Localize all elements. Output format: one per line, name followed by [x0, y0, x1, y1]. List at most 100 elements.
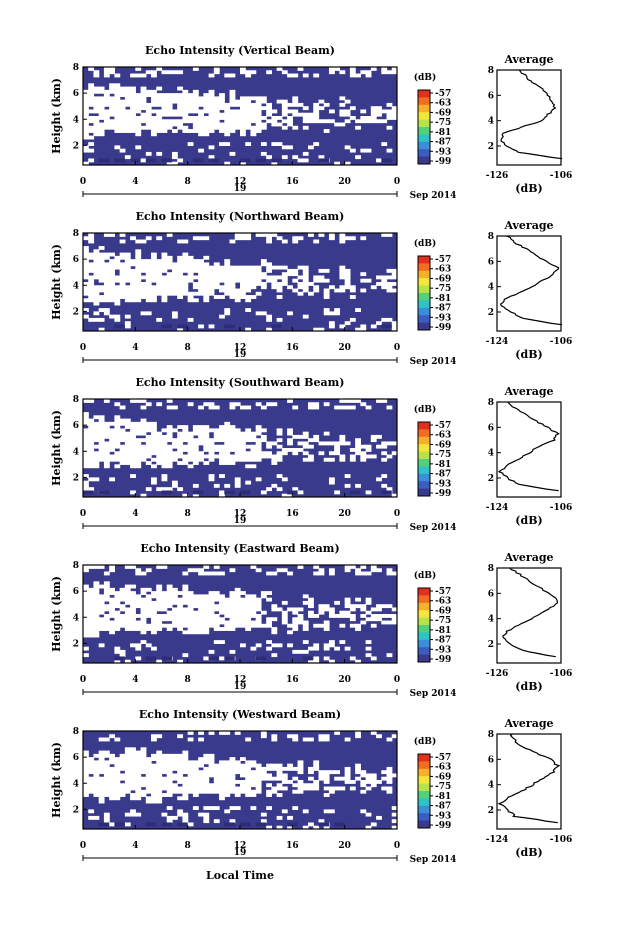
colorbar-tick-label: -63	[435, 99, 451, 109]
no-data-cell	[250, 285, 257, 290]
no-data-cell	[302, 285, 309, 290]
y-tick-label: 8	[73, 727, 79, 737]
no-data-cell	[93, 255, 100, 260]
no-data-cell	[229, 265, 236, 270]
no-data-cell	[198, 116, 204, 120]
no-data-cell	[297, 565, 304, 569]
no-data-cell	[281, 766, 288, 771]
no-data-cell	[109, 262, 115, 267]
no-data-cell	[229, 610, 236, 615]
no-data-cell	[103, 587, 110, 592]
no-data-cell	[313, 405, 320, 410]
no-data-cell	[135, 789, 142, 794]
no-data-cell	[182, 275, 189, 280]
no-data-cell	[119, 86, 126, 91]
no-data-cell	[245, 607, 252, 612]
no-data-cell	[156, 760, 163, 765]
no-data-cell	[156, 487, 163, 492]
average-title: Average	[503, 385, 553, 398]
colorbar-tick-label: -75	[435, 450, 451, 460]
no-data-cell	[140, 285, 147, 290]
no-data-cell	[103, 425, 110, 429]
no-data-cell	[130, 627, 136, 631]
avg-y-tick-label: 8	[488, 730, 494, 740]
no-data-cell	[271, 643, 278, 648]
no-data-cell	[297, 112, 304, 117]
no-data-cell	[308, 783, 314, 788]
no-data-cell	[88, 282, 95, 286]
no-data-cell	[98, 259, 105, 263]
no-data-cell	[250, 275, 257, 280]
date-label: Sep 2014	[410, 689, 457, 699]
no-data-cell	[271, 122, 278, 127]
intensity-streak	[240, 158, 251, 163]
no-data-cell	[140, 425, 147, 429]
colorbar-tick-label: -81	[435, 626, 451, 636]
no-data-cell	[83, 428, 89, 433]
no-data-cell	[140, 640, 147, 644]
no-data-cell	[266, 314, 272, 319]
y-tick-label: 4	[73, 281, 79, 291]
no-data-cell	[83, 441, 89, 446]
no-data-cell	[224, 285, 231, 290]
no-data-cell	[208, 102, 215, 107]
no-data-cell	[334, 451, 341, 456]
no-data-cell	[171, 815, 178, 820]
no-data-cell	[93, 789, 100, 794]
no-data-cell	[381, 457, 388, 462]
no-data-cell	[260, 770, 267, 775]
no-data-cell	[119, 129, 126, 133]
no-data-cell	[213, 783, 220, 788]
no-data-cell	[135, 272, 142, 277]
no-data-cell	[334, 311, 341, 316]
colorbar-tick-label: -93	[435, 645, 451, 655]
no-data-cell	[271, 119, 278, 124]
no-data-cell	[130, 295, 136, 299]
no-data-cell	[119, 757, 126, 761]
no-data-cell	[381, 620, 388, 625]
no-data-cell	[229, 278, 236, 283]
no-data-cell	[93, 129, 100, 133]
no-data-cell	[323, 627, 330, 631]
no-data-cell	[145, 119, 152, 124]
colorbar-swatch	[418, 617, 430, 626]
no-data-cell	[266, 119, 272, 124]
no-data-cell	[365, 776, 372, 781]
no-data-cell	[119, 434, 126, 439]
no-data-cell	[156, 288, 163, 293]
no-data-cell	[339, 96, 346, 101]
no-data-cell	[171, 405, 178, 410]
no-data-cell	[328, 571, 335, 576]
no-data-cell	[83, 464, 89, 469]
no-data-cell	[287, 119, 293, 124]
no-data-cell	[219, 627, 225, 631]
no-data-cell	[187, 99, 194, 104]
no-data-cell	[93, 581, 100, 586]
no-data-cell	[171, 122, 178, 127]
avg-x-tick-label: -106	[550, 835, 573, 845]
no-data-cell	[182, 268, 189, 273]
no-data-cell	[156, 272, 163, 277]
no-data-cell	[83, 568, 89, 573]
no-data-cell	[130, 490, 136, 495]
no-data-cell	[313, 119, 320, 124]
no-data-cell	[271, 571, 278, 576]
no-data-cell	[109, 587, 115, 592]
no-data-cell	[224, 448, 231, 452]
avg-y-tick-label: 2	[488, 308, 494, 318]
no-data-cell	[130, 428, 136, 433]
no-data-cell	[271, 734, 278, 739]
no-data-cell	[323, 431, 330, 436]
no-data-cell	[114, 434, 121, 439]
no-data-cell	[339, 614, 346, 618]
no-data-cell	[182, 282, 189, 286]
no-data-cell	[130, 431, 136, 436]
no-data-cell	[109, 610, 115, 615]
no-data-cell	[161, 96, 168, 101]
no-data-cell	[219, 571, 225, 576]
intensity-streak	[240, 822, 251, 827]
no-data-cell	[213, 99, 220, 104]
no-data-cell	[313, 109, 320, 114]
no-data-cell	[240, 438, 246, 443]
no-data-cell	[224, 614, 231, 618]
